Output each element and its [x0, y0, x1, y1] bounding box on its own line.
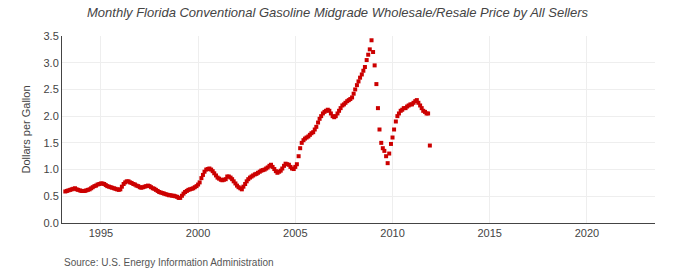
svg-text:3.0: 3.0 [44, 57, 59, 69]
svg-text:2.5: 2.5 [44, 83, 59, 95]
svg-text:1.0: 1.0 [44, 163, 59, 175]
svg-text:1.5: 1.5 [44, 137, 59, 149]
svg-text:3.5: 3.5 [44, 30, 59, 42]
svg-text:2.0: 2.0 [44, 110, 59, 122]
svg-text:2020: 2020 [575, 227, 599, 239]
svg-text:2005: 2005 [283, 227, 307, 239]
svg-text:0.0: 0.0 [44, 217, 59, 229]
svg-text:0.5: 0.5 [44, 190, 59, 202]
svg-text:2010: 2010 [380, 227, 404, 239]
svg-text:Dollars per Gallon: Dollars per Gallon [20, 85, 32, 173]
svg-text:2015: 2015 [477, 227, 501, 239]
svg-text:Source: U.S. Energy Informatio: Source: U.S. Energy Information Administ… [64, 257, 274, 268]
svg-text:1995: 1995 [89, 227, 113, 239]
svg-text:Monthly Florida Conventional G: Monthly Florida Conventional Gasoline Mi… [87, 5, 588, 20]
svg-text:2000: 2000 [186, 227, 210, 239]
